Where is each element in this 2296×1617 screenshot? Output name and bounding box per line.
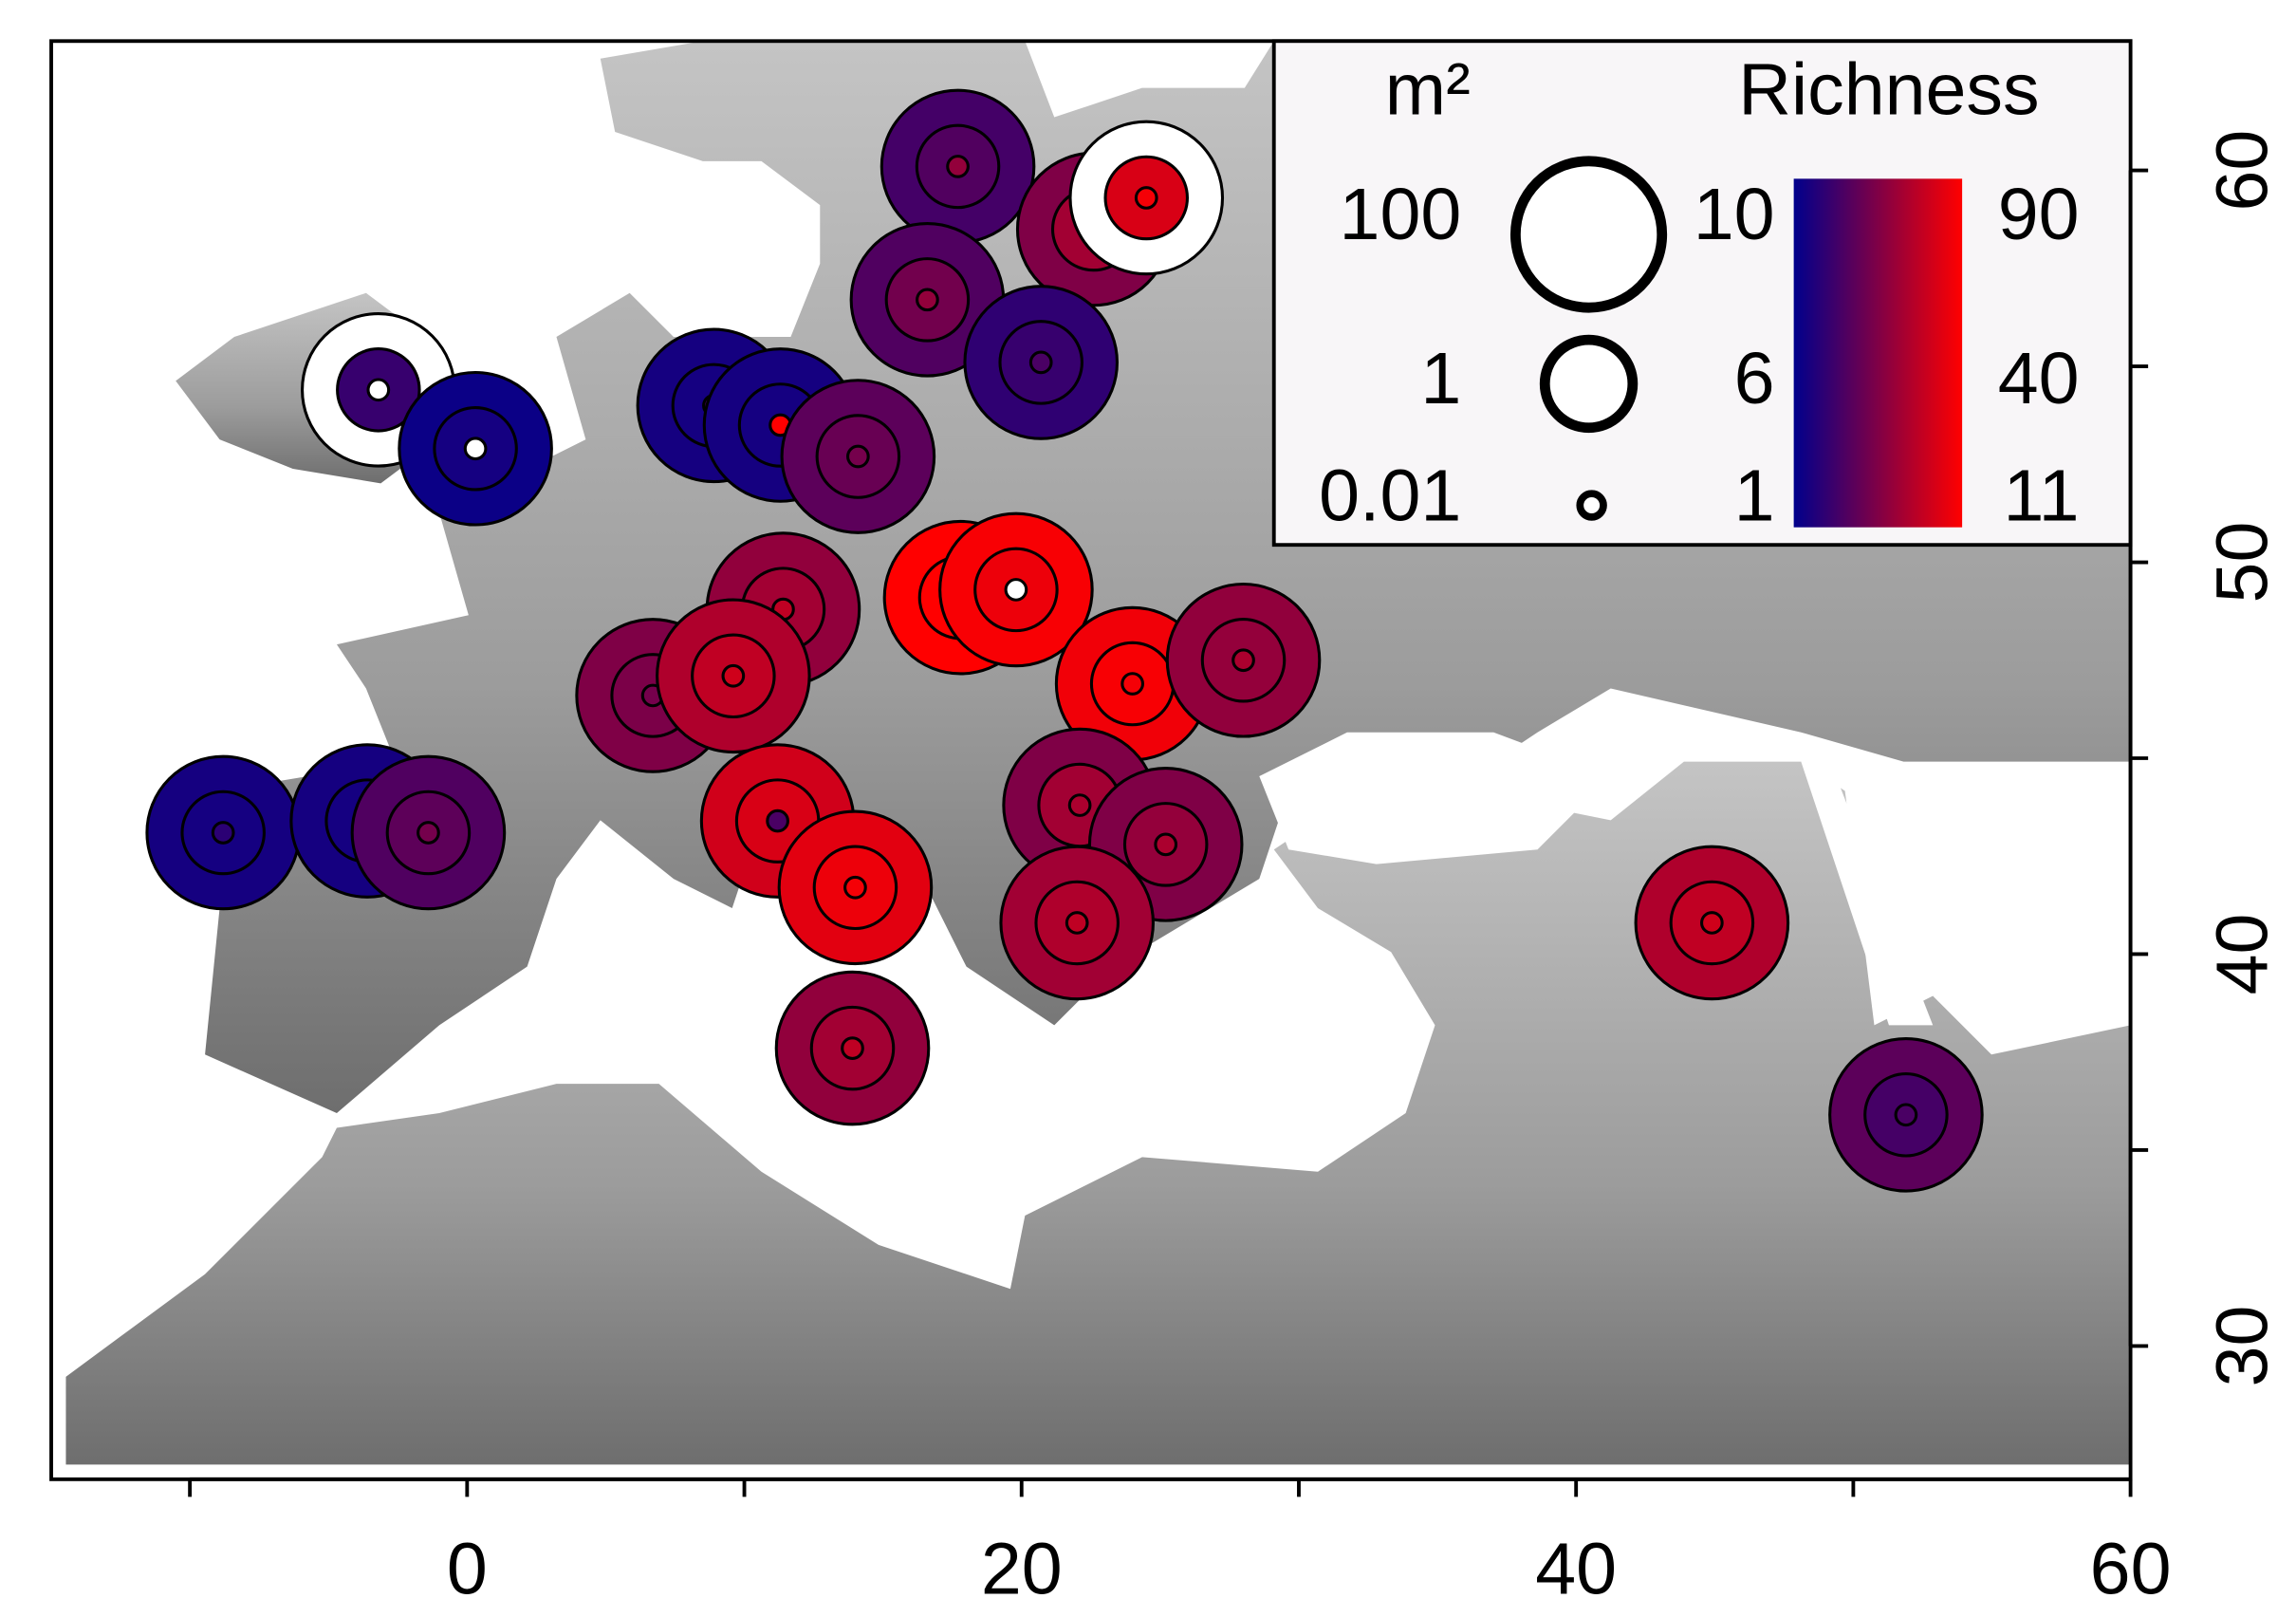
site-ring: [848, 446, 869, 467]
site-ring: [213, 823, 233, 844]
site-ring: [1896, 1105, 1916, 1125]
site-ring: [1122, 674, 1143, 695]
size-key: [1545, 340, 1633, 428]
y-tick-label: 60: [2201, 130, 2283, 212]
site-ring: [948, 157, 969, 177]
site-ring: [465, 438, 486, 459]
richness-max: 40: [1998, 338, 2080, 419]
chart: m² Richness 0 20 40 60 30 40 50 60 100 10 90 1 6 40 0.…: [0, 0, 2296, 1617]
x-tick-label: 60: [2090, 1529, 2172, 1610]
size-label: 100: [1340, 174, 1462, 255]
x-tick-label: 40: [1535, 1529, 1617, 1610]
size-title: m²: [1385, 49, 1471, 131]
site-ring: [1156, 834, 1176, 855]
size-label: 1: [1420, 338, 1461, 419]
site-ring: [1006, 580, 1027, 601]
richness-min: 10: [1694, 174, 1775, 255]
size-label: 0.01: [1319, 455, 1461, 536]
y-tick-label: 30: [2201, 1306, 2283, 1387]
site-ring: [1136, 188, 1157, 209]
richness-min: 1: [1734, 455, 1775, 536]
site-ring: [723, 665, 744, 686]
size-key: [1515, 161, 1661, 307]
y-tick-label: 50: [2201, 522, 2283, 604]
color-title: Richness: [1738, 49, 2039, 131]
site-ring: [768, 810, 788, 831]
color-bar: [1794, 178, 1962, 527]
site-ring: [1030, 352, 1051, 373]
site-ring: [845, 877, 866, 898]
site-ring: [1702, 913, 1723, 934]
site-ring: [842, 1038, 863, 1059]
x-tick-label: 20: [981, 1529, 1063, 1610]
richness-max: 90: [1998, 174, 2080, 255]
richness-min: 6: [1734, 338, 1775, 419]
size-key: [1580, 493, 1603, 517]
site-ring: [917, 289, 938, 310]
site-ring: [418, 823, 439, 844]
richness-max: 11: [2003, 455, 2079, 536]
site-ring: [1069, 795, 1090, 816]
site-ring: [368, 380, 389, 400]
site-ring: [1066, 913, 1087, 934]
y-tick-label: 40: [2201, 914, 2283, 995]
site-ring: [1233, 650, 1254, 671]
x-tick-label: 0: [447, 1529, 488, 1610]
